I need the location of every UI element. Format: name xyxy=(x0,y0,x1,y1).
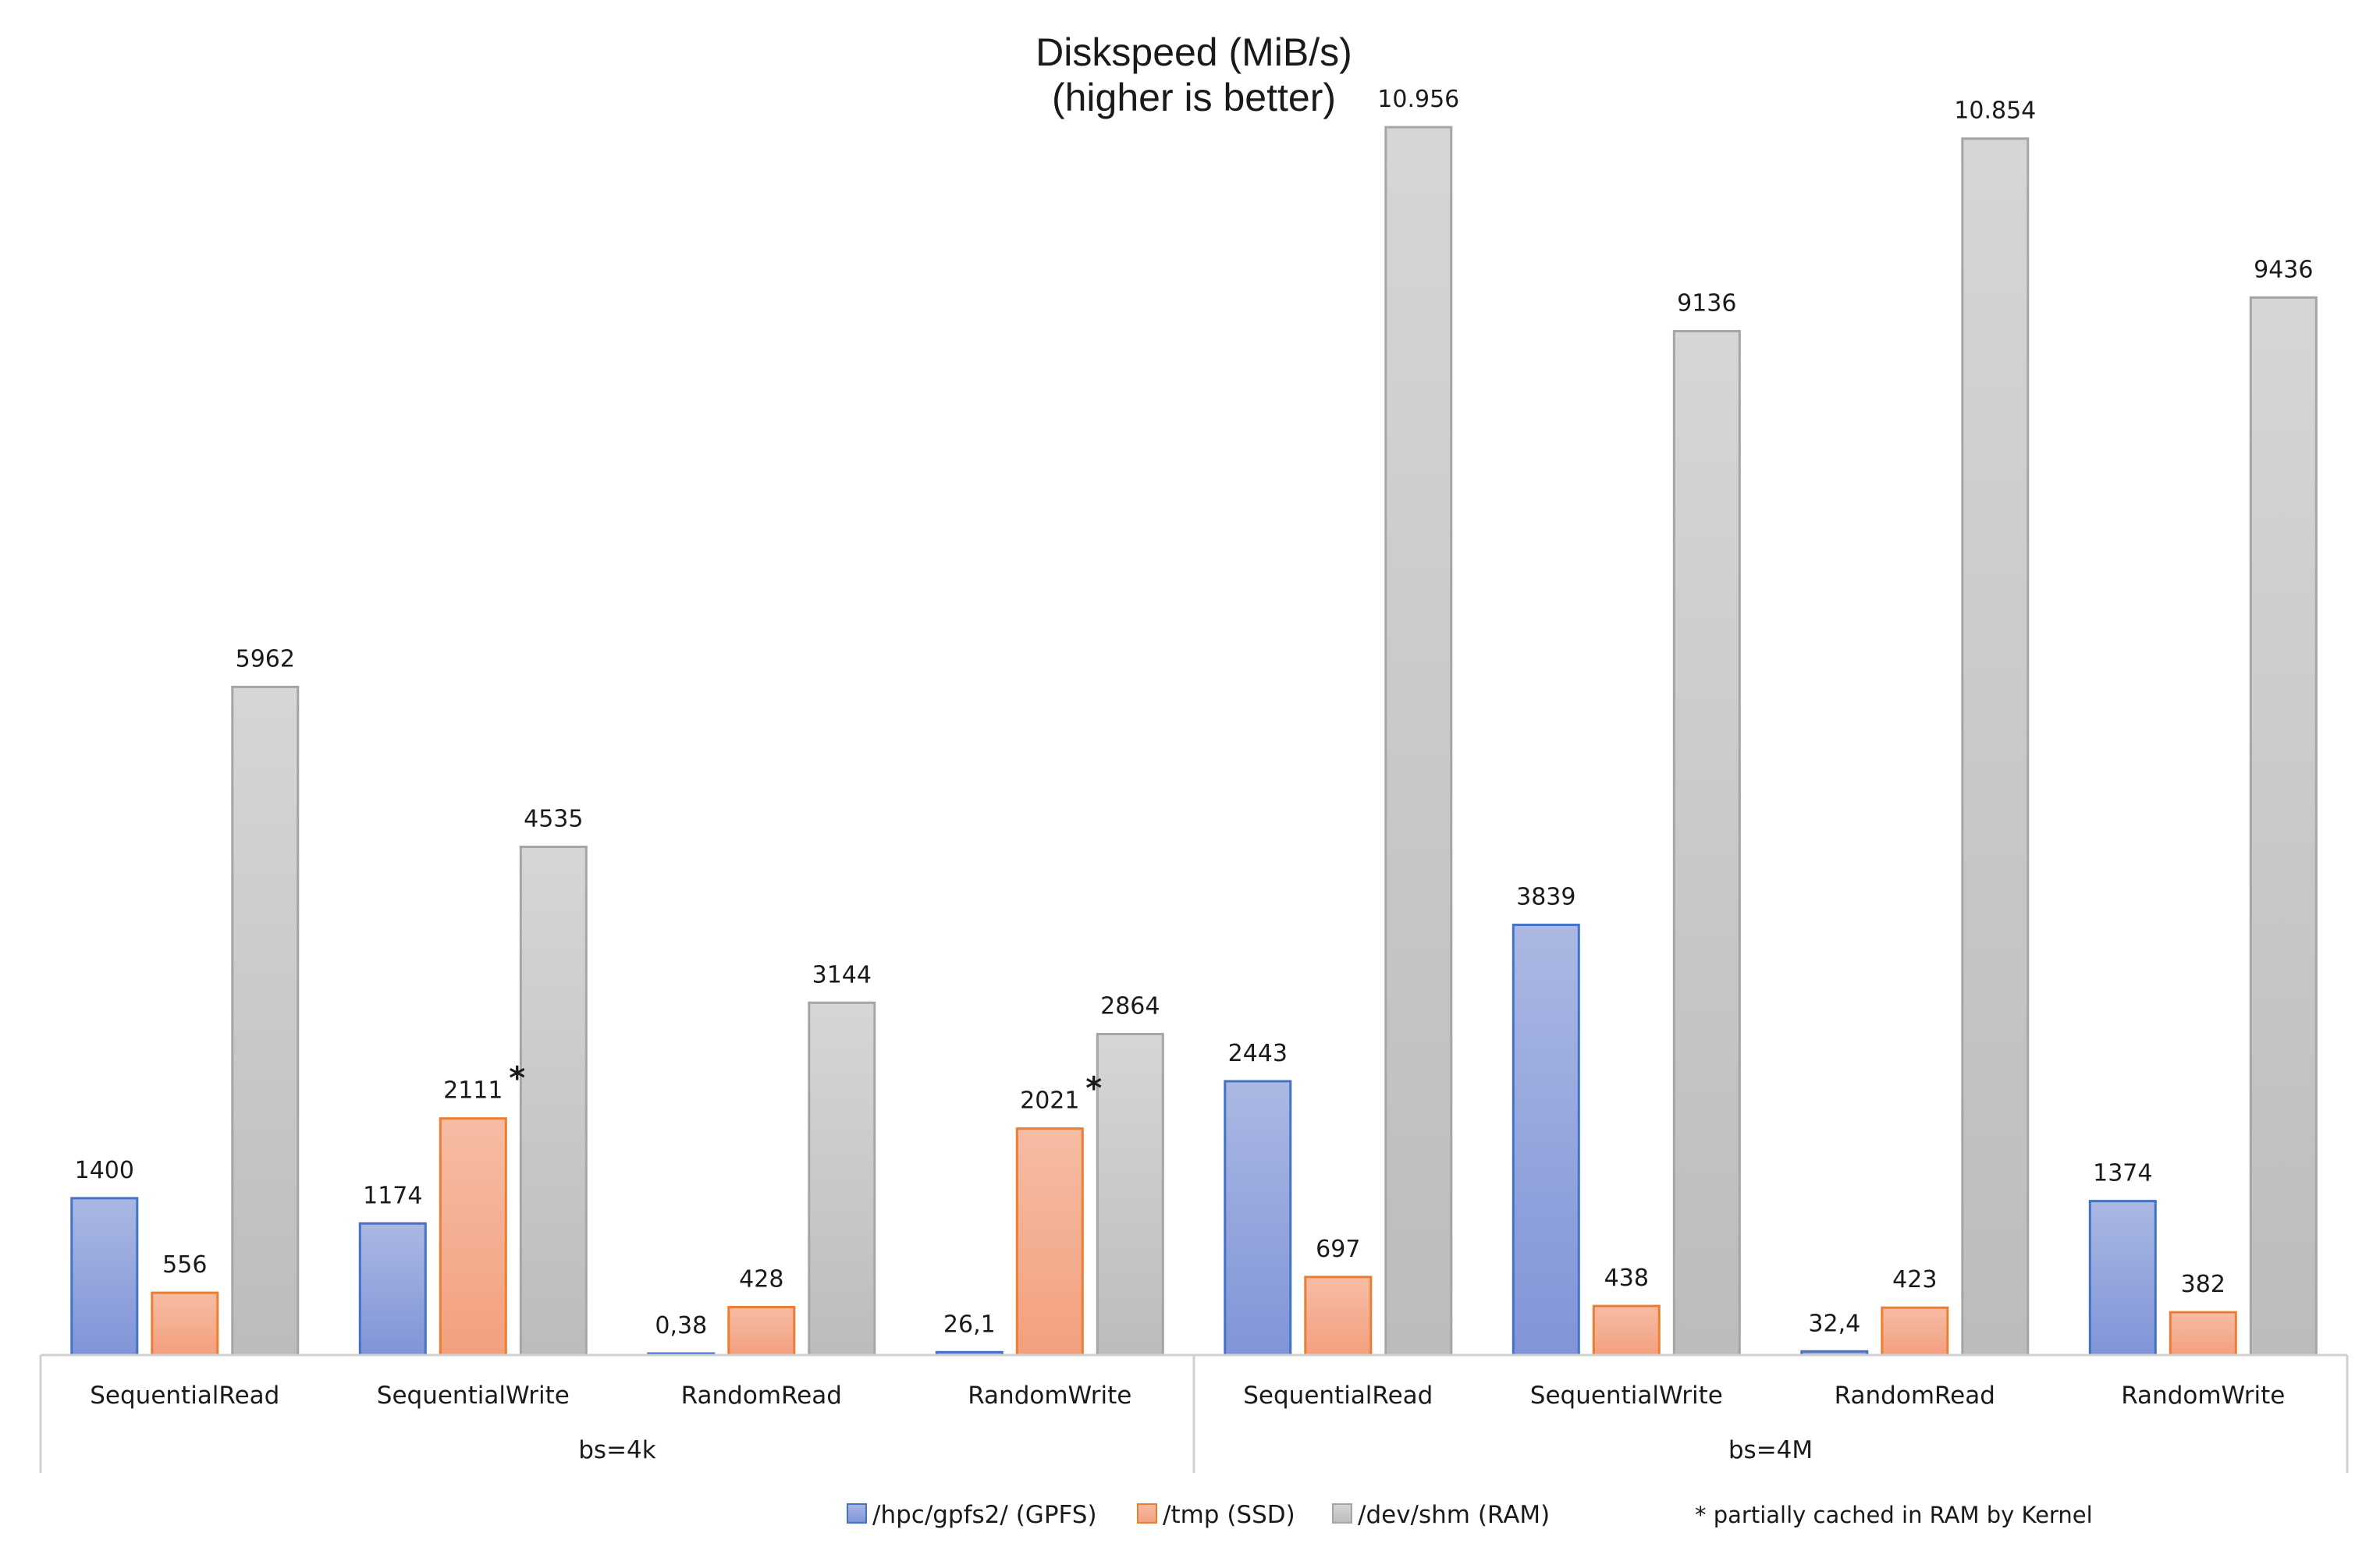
data-label-s1-c3: 2021 xyxy=(1020,1087,1079,1115)
data-label-s0-c3: 26,1 xyxy=(943,1311,996,1338)
legend-swatch-0 xyxy=(847,1503,867,1524)
bar-s1-c5 xyxy=(1592,1304,1661,1357)
legend-label-1: /tmp (SSD) xyxy=(1163,1501,1295,1529)
data-label-s2-c5: 9136 xyxy=(1677,290,1736,318)
bar-s1-c0 xyxy=(151,1291,219,1357)
data-label-s2-c1: 4535 xyxy=(524,806,583,833)
bar-s0-c0 xyxy=(70,1197,139,1357)
tick-label-1: SequentialWrite xyxy=(377,1382,570,1410)
chart-title: Diskspeed (MiB/s) xyxy=(1035,30,1352,74)
data-label-s0-c7: 1374 xyxy=(2093,1160,2152,1187)
group-label-0: bs=4k xyxy=(578,1436,656,1464)
annotation-asterisk-0: * xyxy=(509,1061,525,1097)
bar-s0-c4 xyxy=(1224,1080,1292,1357)
bar-s2-c3 xyxy=(1096,1033,1164,1357)
category-axis xyxy=(39,1354,2349,1473)
data-label-s1-c7: 382 xyxy=(2181,1271,2225,1298)
bar-s1-c2 xyxy=(727,1306,796,1357)
bar-s2-c1 xyxy=(519,846,588,1357)
data-label-s0-c1: 1174 xyxy=(363,1182,422,1209)
bar-s1-c4 xyxy=(1304,1275,1373,1357)
chart-subtitle: (higher is better) xyxy=(1052,76,1336,119)
annotation-asterisk-1: * xyxy=(1085,1071,1102,1107)
bar-s1-c6 xyxy=(1881,1306,1949,1357)
bar-s2-c5 xyxy=(1672,330,1741,1357)
bar-s2-c7 xyxy=(2249,296,2318,1357)
data-label-s0-c0: 1400 xyxy=(75,1157,134,1184)
data-label-s1-c0: 556 xyxy=(162,1251,207,1279)
bar-s2-c6 xyxy=(1961,137,2030,1357)
bar-s0-c7 xyxy=(2088,1200,2157,1357)
data-label-s2-c7: 9436 xyxy=(2254,256,2313,283)
data-label-s2-c4: 10.956 xyxy=(1377,86,1459,113)
data-label-s1-c1: 2111 xyxy=(443,1077,503,1105)
tick-labels-layer: SequentialRead SequentialWrite RandomRead R… xyxy=(90,1382,2285,1410)
bar-s2-c2 xyxy=(808,1001,876,1357)
group-label-1: bs=4M xyxy=(1728,1436,1813,1464)
tick-label-7: RandomWrite xyxy=(2121,1382,2285,1410)
data-label-s1-c6: 423 xyxy=(1892,1266,1937,1293)
legend-swatch-1 xyxy=(1137,1503,1157,1524)
bar-s0-c5 xyxy=(1511,924,1580,1357)
footnote: * partially cached in RAM by Kernel xyxy=(1695,1502,2093,1528)
tick-label-3: RandomWrite xyxy=(968,1382,1131,1410)
data-label-s2-c6: 10.854 xyxy=(1954,98,2036,125)
bar-s0-c1 xyxy=(358,1222,427,1357)
legend-label-2: /dev/shm (RAM) xyxy=(1358,1501,1550,1529)
bars-layer xyxy=(70,126,2318,1357)
bar-s1-c3 xyxy=(1015,1127,1084,1357)
data-label-s0-c5: 3839 xyxy=(1516,884,1575,911)
data-labels-layer: 1400 1174 0,38 26,1 2443 3839 32,4 1374 556 2111 4… xyxy=(75,86,2314,1339)
group-labels-layer: bs=4k bs=4M xyxy=(578,1436,1813,1464)
data-label-s0-c6: 32,4 xyxy=(1808,1310,1860,1337)
data-label-s1-c2: 428 xyxy=(739,1266,783,1293)
data-label-s2-c2: 3144 xyxy=(812,961,872,988)
bar-s2-c0 xyxy=(231,686,300,1357)
bar-s2-c4 xyxy=(1384,126,1453,1357)
data-label-s1-c5: 438 xyxy=(1604,1265,1649,1292)
tick-label-0: SequentialRead xyxy=(90,1382,279,1410)
data-label-s1-c4: 697 xyxy=(1316,1236,1360,1263)
legend: /hpc/gpfs2/ (GPFS) /tmp (SSD) /dev/shm (RA… xyxy=(847,1501,1550,1529)
data-label-s0-c2: 0,38 xyxy=(655,1312,707,1339)
tick-label-2: RandomRead xyxy=(681,1382,842,1410)
data-label-s2-c3: 2864 xyxy=(1100,993,1160,1020)
data-label-s0-c4: 2443 xyxy=(1228,1040,1288,1067)
tick-label-4: SequentialRead xyxy=(1243,1382,1433,1410)
tick-label-5: SequentialWrite xyxy=(1530,1382,1723,1410)
data-label-s2-c0: 5962 xyxy=(236,646,295,673)
tick-label-6: RandomRead xyxy=(1835,1382,1995,1410)
legend-label-0: /hpc/gpfs2/ (GPFS) xyxy=(872,1501,1097,1529)
legend-swatch-2 xyxy=(1332,1503,1352,1524)
bar-s1-c1 xyxy=(439,1117,507,1357)
bar-s1-c7 xyxy=(2169,1311,2237,1357)
